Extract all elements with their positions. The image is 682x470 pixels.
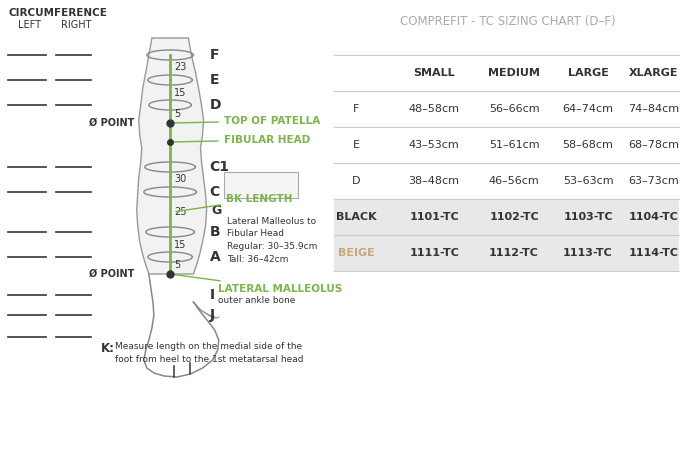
Text: 25: 25 bbox=[174, 207, 187, 217]
Text: 1113-TC: 1113-TC bbox=[563, 248, 613, 258]
Text: Ø POINT: Ø POINT bbox=[89, 269, 134, 279]
Text: 1112-TC: 1112-TC bbox=[489, 248, 539, 258]
Text: 30: 30 bbox=[174, 174, 186, 185]
Text: 15: 15 bbox=[174, 87, 187, 97]
Text: 58–68cm: 58–68cm bbox=[563, 140, 614, 150]
Text: 5: 5 bbox=[174, 109, 181, 119]
Text: 53–63cm: 53–63cm bbox=[563, 176, 613, 186]
Text: CIRCUMFERENCE: CIRCUMFERENCE bbox=[8, 8, 107, 18]
Text: MEDIUM: MEDIUM bbox=[488, 68, 540, 78]
Text: Ø POINT: Ø POINT bbox=[89, 118, 134, 128]
Text: 46–56cm: 46–56cm bbox=[489, 176, 539, 186]
Text: 1101-TC: 1101-TC bbox=[409, 212, 459, 222]
Text: A: A bbox=[209, 250, 220, 264]
Text: LATERAL MALLEOLUS: LATERAL MALLEOLUS bbox=[173, 274, 342, 294]
Text: outer ankle bone: outer ankle bone bbox=[218, 296, 295, 305]
Text: 1114-TC: 1114-TC bbox=[629, 248, 679, 258]
Text: 1103-TC: 1103-TC bbox=[563, 212, 613, 222]
Text: BK LENGTH: BK LENGTH bbox=[176, 194, 293, 212]
Text: E: E bbox=[353, 140, 359, 150]
Text: XLARGE: XLARGE bbox=[629, 68, 679, 78]
Text: F: F bbox=[353, 104, 359, 114]
Text: Lateral Malleolus to
Fibular Head
Regular: 30–35.9cm
Tall: 36–42cm: Lateral Malleolus to Fibular Head Regula… bbox=[227, 217, 317, 264]
Text: FIBULAR HEAD: FIBULAR HEAD bbox=[173, 135, 310, 145]
Bar bbox=[224, 172, 298, 198]
Text: 15: 15 bbox=[174, 240, 187, 250]
Text: B: B bbox=[209, 225, 220, 239]
Text: 23: 23 bbox=[174, 63, 187, 72]
Text: COMPREFIT - TC SIZING CHART (D–F): COMPREFIT - TC SIZING CHART (D–F) bbox=[400, 15, 616, 28]
Text: RIGHT: RIGHT bbox=[61, 20, 91, 30]
Text: 48–58cm: 48–58cm bbox=[409, 104, 460, 114]
Text: 74–84cm: 74–84cm bbox=[628, 104, 679, 114]
Text: C: C bbox=[209, 185, 220, 199]
Text: 38–48cm: 38–48cm bbox=[409, 176, 460, 186]
Text: D: D bbox=[209, 98, 221, 112]
Text: 1104-TC: 1104-TC bbox=[629, 212, 679, 222]
Text: BLACK: BLACK bbox=[336, 212, 376, 222]
Text: LEFT: LEFT bbox=[18, 20, 41, 30]
Text: C1: C1 bbox=[209, 160, 230, 174]
Text: BEIGE: BEIGE bbox=[338, 248, 374, 258]
Text: D: D bbox=[352, 176, 360, 186]
Text: F: F bbox=[209, 48, 219, 62]
Text: 64–74cm: 64–74cm bbox=[563, 104, 614, 114]
Polygon shape bbox=[136, 38, 207, 274]
Text: 63–73cm: 63–73cm bbox=[629, 176, 679, 186]
Text: 1102-TC: 1102-TC bbox=[489, 212, 539, 222]
Text: 5: 5 bbox=[174, 260, 181, 271]
Text: LARGE: LARGE bbox=[567, 68, 608, 78]
Text: E: E bbox=[209, 73, 219, 87]
Text: 51–61cm: 51–61cm bbox=[489, 140, 539, 150]
Text: J: J bbox=[209, 308, 215, 322]
Text: 43–53cm: 43–53cm bbox=[409, 140, 460, 150]
Text: 56–66cm: 56–66cm bbox=[489, 104, 539, 114]
Text: SMALL: SMALL bbox=[413, 68, 455, 78]
Text: 68–78cm: 68–78cm bbox=[629, 140, 679, 150]
Text: Measure length on the medial side of the
foot from heel to the 1st metatarsal he: Measure length on the medial side of the… bbox=[115, 342, 304, 363]
Bar bbox=[334, 199, 679, 235]
Text: I: I bbox=[209, 288, 215, 302]
Text: 1111-TC: 1111-TC bbox=[409, 248, 459, 258]
Text: G: G bbox=[211, 204, 222, 217]
Bar bbox=[334, 235, 679, 271]
Text: K:: K: bbox=[101, 342, 115, 355]
Text: TOP OF PATELLA: TOP OF PATELLA bbox=[173, 116, 320, 126]
